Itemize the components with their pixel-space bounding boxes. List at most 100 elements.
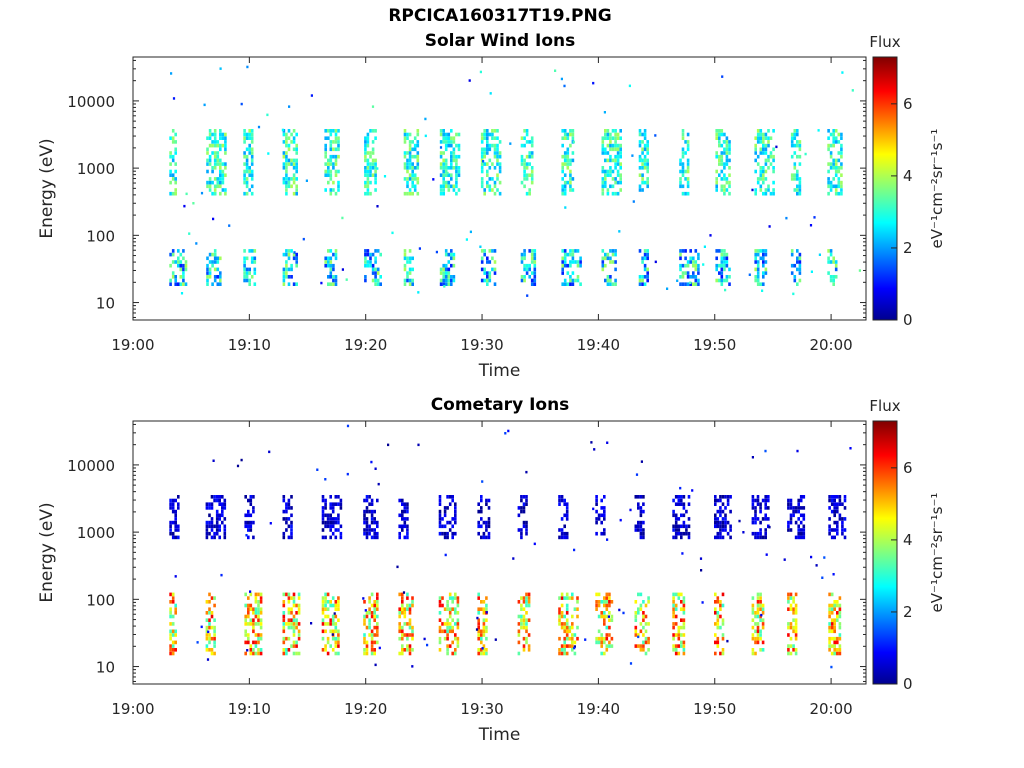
flux-cell (527, 618, 531, 622)
flux-cell (368, 531, 371, 536)
flux-cell (326, 614, 330, 619)
flux-cell (646, 147, 649, 152)
flux-cell (614, 154, 617, 159)
flux-cell (213, 154, 217, 159)
flux-cell (720, 256, 724, 261)
flux-cell (829, 151, 833, 155)
noise-cell (170, 72, 173, 75)
flux-cell (566, 166, 570, 170)
flux-cell (439, 166, 443, 170)
flux-cell (561, 282, 564, 286)
flux-cell (571, 592, 574, 597)
flux-cell (759, 256, 763, 261)
flux-cell (520, 607, 523, 611)
flux-cell (840, 154, 843, 159)
noise-cell (751, 456, 754, 459)
flux-cell (213, 651, 216, 656)
flux-cell (213, 249, 217, 253)
flux-cell (252, 535, 255, 540)
flux-cell (368, 625, 371, 630)
flux-cell (456, 640, 460, 645)
flux-cell (840, 132, 843, 137)
flux-cell (332, 129, 335, 133)
flux-cell (477, 636, 480, 641)
flux-cell (373, 517, 376, 521)
flux-cell (525, 520, 528, 525)
flux-cell (565, 651, 569, 656)
flux-cell (403, 502, 407, 506)
flux-cell (520, 158, 524, 163)
flux-cell (716, 535, 720, 540)
flux-cell (218, 528, 221, 532)
flux-cell (561, 154, 564, 159)
flux-cell (694, 260, 698, 264)
flux-cell (329, 528, 332, 532)
flux-cell (370, 528, 374, 532)
flux-cell (762, 252, 765, 257)
flux-cell (365, 644, 369, 648)
flux-cell (838, 502, 842, 506)
flux-cell (793, 129, 797, 133)
x-tick-label: 19:20 (344, 700, 387, 718)
flux-cell (833, 495, 836, 499)
flux-cell (686, 166, 690, 170)
flux-cell (642, 495, 645, 499)
flux-cell (213, 162, 217, 166)
flux-cell (371, 129, 375, 133)
flux-cell (488, 184, 492, 189)
flux-cell (725, 256, 729, 261)
flux-cell (561, 177, 564, 181)
flux-cell (798, 162, 802, 166)
flux-cell (641, 151, 644, 155)
flux-cell (841, 517, 844, 521)
flux-cell (456, 636, 460, 641)
flux-cell (715, 177, 718, 181)
flux-cell (244, 524, 247, 529)
flux-cell (609, 166, 612, 170)
flux-cell (216, 162, 220, 166)
flux-cell (486, 132, 489, 137)
flux-cell (833, 636, 836, 641)
flux-cell (213, 177, 217, 181)
flux-cell (681, 151, 685, 155)
flux-cell (282, 252, 286, 257)
flux-cell (334, 158, 338, 163)
flux-cell (639, 622, 643, 626)
flux-cell (321, 513, 325, 518)
noise-cell (200, 625, 203, 629)
noise-cell (236, 464, 240, 468)
flux-cell (725, 275, 729, 279)
flux-cell (558, 498, 561, 503)
flux-cell (290, 513, 293, 518)
flux-cell (565, 592, 569, 597)
noise-cell (172, 97, 176, 100)
flux-cell (249, 528, 253, 532)
flux-cell (759, 648, 762, 652)
flux-cell (672, 592, 675, 597)
flux-cell (682, 596, 686, 600)
flux-cell (834, 260, 838, 264)
flux-cell (295, 618, 298, 622)
flux-cell (457, 169, 461, 174)
flux-cell (439, 173, 443, 177)
flux-cell (522, 524, 526, 529)
flux-cell (408, 147, 412, 152)
noise-cell (195, 242, 198, 245)
flux-cell (213, 188, 217, 192)
flux-cell (406, 506, 409, 510)
flux-cell (796, 249, 799, 253)
flux-cell (558, 528, 561, 532)
flux-cell (563, 256, 567, 261)
flux-cell (838, 648, 842, 652)
flux-cell (373, 600, 376, 604)
flux-cell (208, 275, 212, 279)
flux-cell (443, 629, 447, 634)
flux-cell (321, 607, 325, 611)
flux-cell (756, 603, 760, 608)
flux-cell (334, 651, 338, 656)
flux-cell (563, 252, 567, 257)
flux-cell (456, 622, 460, 626)
flux-cell (282, 267, 286, 272)
flux-cell (329, 129, 333, 133)
flux-cell (558, 651, 561, 656)
